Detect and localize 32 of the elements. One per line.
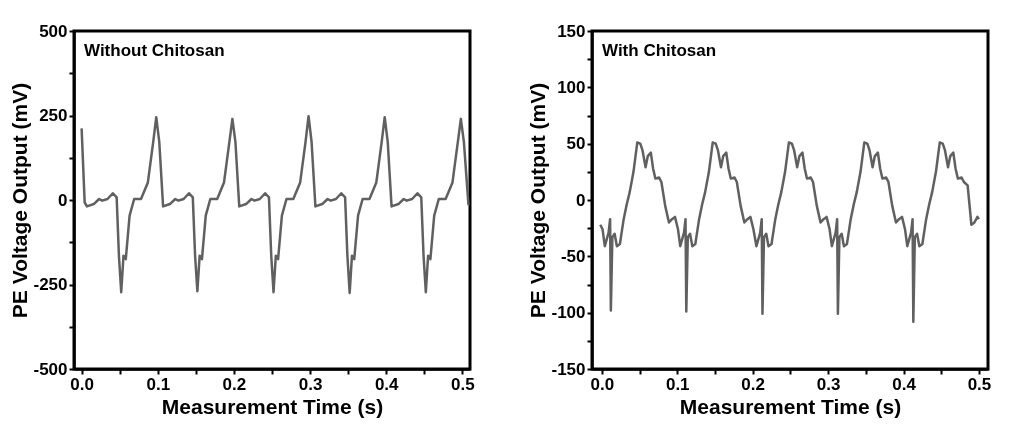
y-tick-label: -100 xyxy=(551,303,586,323)
y-tick-label: -150 xyxy=(551,359,586,379)
x-axis-title: Measurement Time (s) xyxy=(679,394,902,418)
y-axis-title: PE Voltage Output (mV) xyxy=(8,82,32,319)
y-tick-label: 250 xyxy=(39,106,68,125)
annotation: With Chitosan xyxy=(602,41,717,60)
y-tick-label: 50 xyxy=(566,134,586,154)
x-tick-label: 0.0 xyxy=(590,374,615,394)
y-tick-label: -50 xyxy=(560,246,586,266)
x-tick-label: 0.5 xyxy=(451,374,475,394)
x-tick-label: 0.5 xyxy=(967,374,992,394)
y-tick-label: 0 xyxy=(576,190,586,210)
y-tick-label: 0 xyxy=(58,190,68,210)
x-axis-title: Measurement Time (s) xyxy=(161,394,384,418)
x-tick-label: 0.4 xyxy=(374,374,400,394)
line-series xyxy=(80,114,470,295)
x-tick-label: 0.1 xyxy=(665,374,690,394)
line-series xyxy=(599,141,981,323)
y-tick-label: 150 xyxy=(557,21,586,41)
y-axis-title: PE Voltage Output (mV) xyxy=(526,82,550,319)
x-tick-label: 0.1 xyxy=(146,374,171,394)
y-tick-label: 500 xyxy=(39,21,68,41)
y-tick-label: 100 xyxy=(557,77,586,97)
x-tick-label: 0.0 xyxy=(70,374,94,394)
annotation: Without Chitosan xyxy=(84,41,225,60)
x-tick-label: 0.3 xyxy=(816,374,841,394)
x-tick-label: 0.4 xyxy=(892,374,917,394)
y-tick-label: -250 xyxy=(33,275,68,294)
y-tick-label: -500 xyxy=(33,359,68,379)
x-tick-label: 0.2 xyxy=(222,374,247,394)
x-tick-label: 0.2 xyxy=(741,374,765,394)
x-tick-label: 0.3 xyxy=(298,374,323,394)
